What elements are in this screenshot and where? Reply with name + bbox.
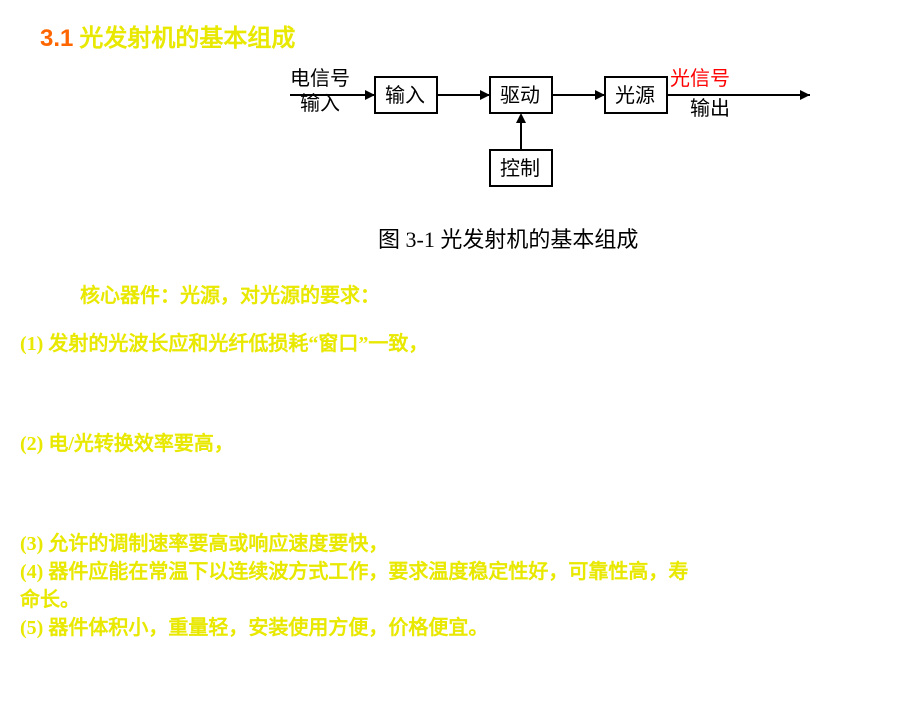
- point-1: (1) 发射的光波长应和光纤低损耗“窗口”一致，: [20, 330, 428, 358]
- box-light-source-label: 光源: [615, 84, 655, 107]
- output-label-top: 光信号: [670, 67, 730, 90]
- arrowhead-ctrl-up: [516, 113, 526, 123]
- diagram-svg: 电信号 输入 输入 驱动 光源 光信号 输出 控制: [280, 60, 820, 210]
- point-3: (3) 允许的调制速率要高或响应速度要快，: [20, 530, 388, 558]
- output-label-bottom: 输出: [690, 97, 730, 120]
- box-input-label: 输入: [385, 84, 425, 107]
- input-label-top: 电信号: [290, 67, 350, 90]
- block-diagram: 电信号 输入 输入 驱动 光源 光信号 输出 控制: [280, 60, 820, 210]
- section-title-text: 光发射机的基本组成: [73, 26, 295, 52]
- box-control-label: 控制: [500, 157, 540, 180]
- arrowhead-out: [800, 90, 810, 100]
- point-4-line2: 命长。: [20, 586, 80, 614]
- section-number: 3.1: [40, 25, 73, 52]
- arrowhead-1-2: [480, 90, 490, 100]
- section-title: 3.1 光发射机的基本组成: [40, 18, 295, 53]
- arrowhead-in: [365, 90, 375, 100]
- point-4-line1: (4) 器件应能在常温下以连续波方式工作，要求温度稳定性好，可靠性高，寿: [20, 558, 688, 586]
- arrowhead-2-3: [595, 90, 605, 100]
- box-driver-label: 驱动: [500, 84, 540, 107]
- point-2: (2) 电/光转换效率要高，: [20, 430, 234, 458]
- point-5: (5) 器件体积小，重量轻，安装使用方便，价格便宜。: [20, 614, 488, 642]
- core-line: 核心器件：光源，对光源的要求：: [40, 282, 380, 310]
- figure-caption: 图 3-1 光发射机的基本组成: [378, 222, 638, 254]
